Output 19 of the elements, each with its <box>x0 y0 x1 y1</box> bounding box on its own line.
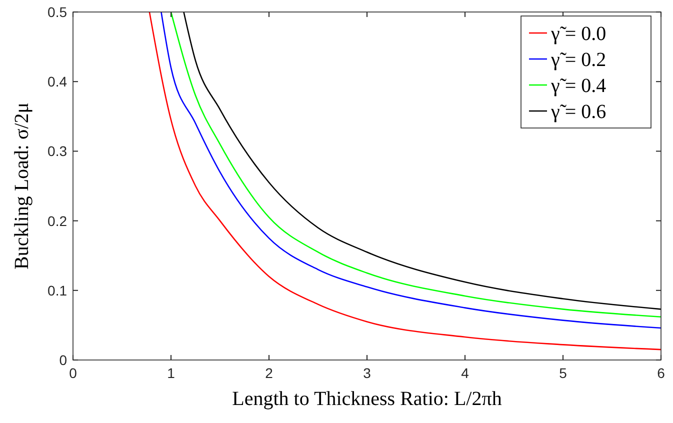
x-tick-label: 4 <box>461 365 470 381</box>
x-tick-label: 1 <box>167 365 176 381</box>
legend-label: γ̃ = 0.4 <box>550 75 606 97</box>
x-tick-label: 0 <box>69 365 78 381</box>
y-tick-label: 0.2 <box>48 212 68 229</box>
y-tick-label: 0.3 <box>48 143 68 160</box>
x-axis-title: Length to Thickness Ratio: L/2πh <box>232 388 502 410</box>
x-tick-label: 6 <box>657 365 666 381</box>
x-tick-label: 5 <box>559 365 568 381</box>
y-tick-label: 0.1 <box>48 282 68 298</box>
y-tick-label: 0.5 <box>48 4 68 20</box>
x-tick-label: 3 <box>363 365 372 381</box>
y-tick-label: 0.4 <box>48 74 68 90</box>
legend-label: γ̃ = 0.0 <box>550 23 606 45</box>
legend-label: γ̃ = 0.6 <box>550 101 606 123</box>
x-tick-label: 2 <box>265 365 274 381</box>
y-axis-title: Buckling Load: σ/2μ <box>11 102 33 270</box>
y-tick-label: 0 <box>59 352 68 368</box>
legend-label: γ̃ = 0.2 <box>550 49 606 71</box>
